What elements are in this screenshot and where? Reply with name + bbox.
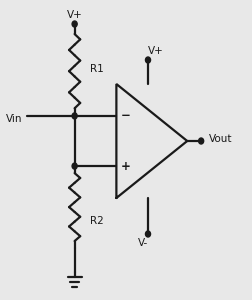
Circle shape <box>72 113 77 119</box>
Text: Vin: Vin <box>6 113 23 124</box>
Text: V-: V- <box>137 238 147 248</box>
Text: Vout: Vout <box>208 134 231 145</box>
Circle shape <box>72 21 77 27</box>
Text: V+: V+ <box>147 46 163 56</box>
Circle shape <box>145 231 150 237</box>
Circle shape <box>198 138 203 144</box>
Text: −: − <box>120 110 130 122</box>
Text: R1: R1 <box>89 64 103 74</box>
Circle shape <box>145 57 150 63</box>
Circle shape <box>72 163 77 169</box>
Text: R2: R2 <box>89 215 103 226</box>
Text: V+: V+ <box>67 10 82 20</box>
Text: +: + <box>120 160 130 172</box>
